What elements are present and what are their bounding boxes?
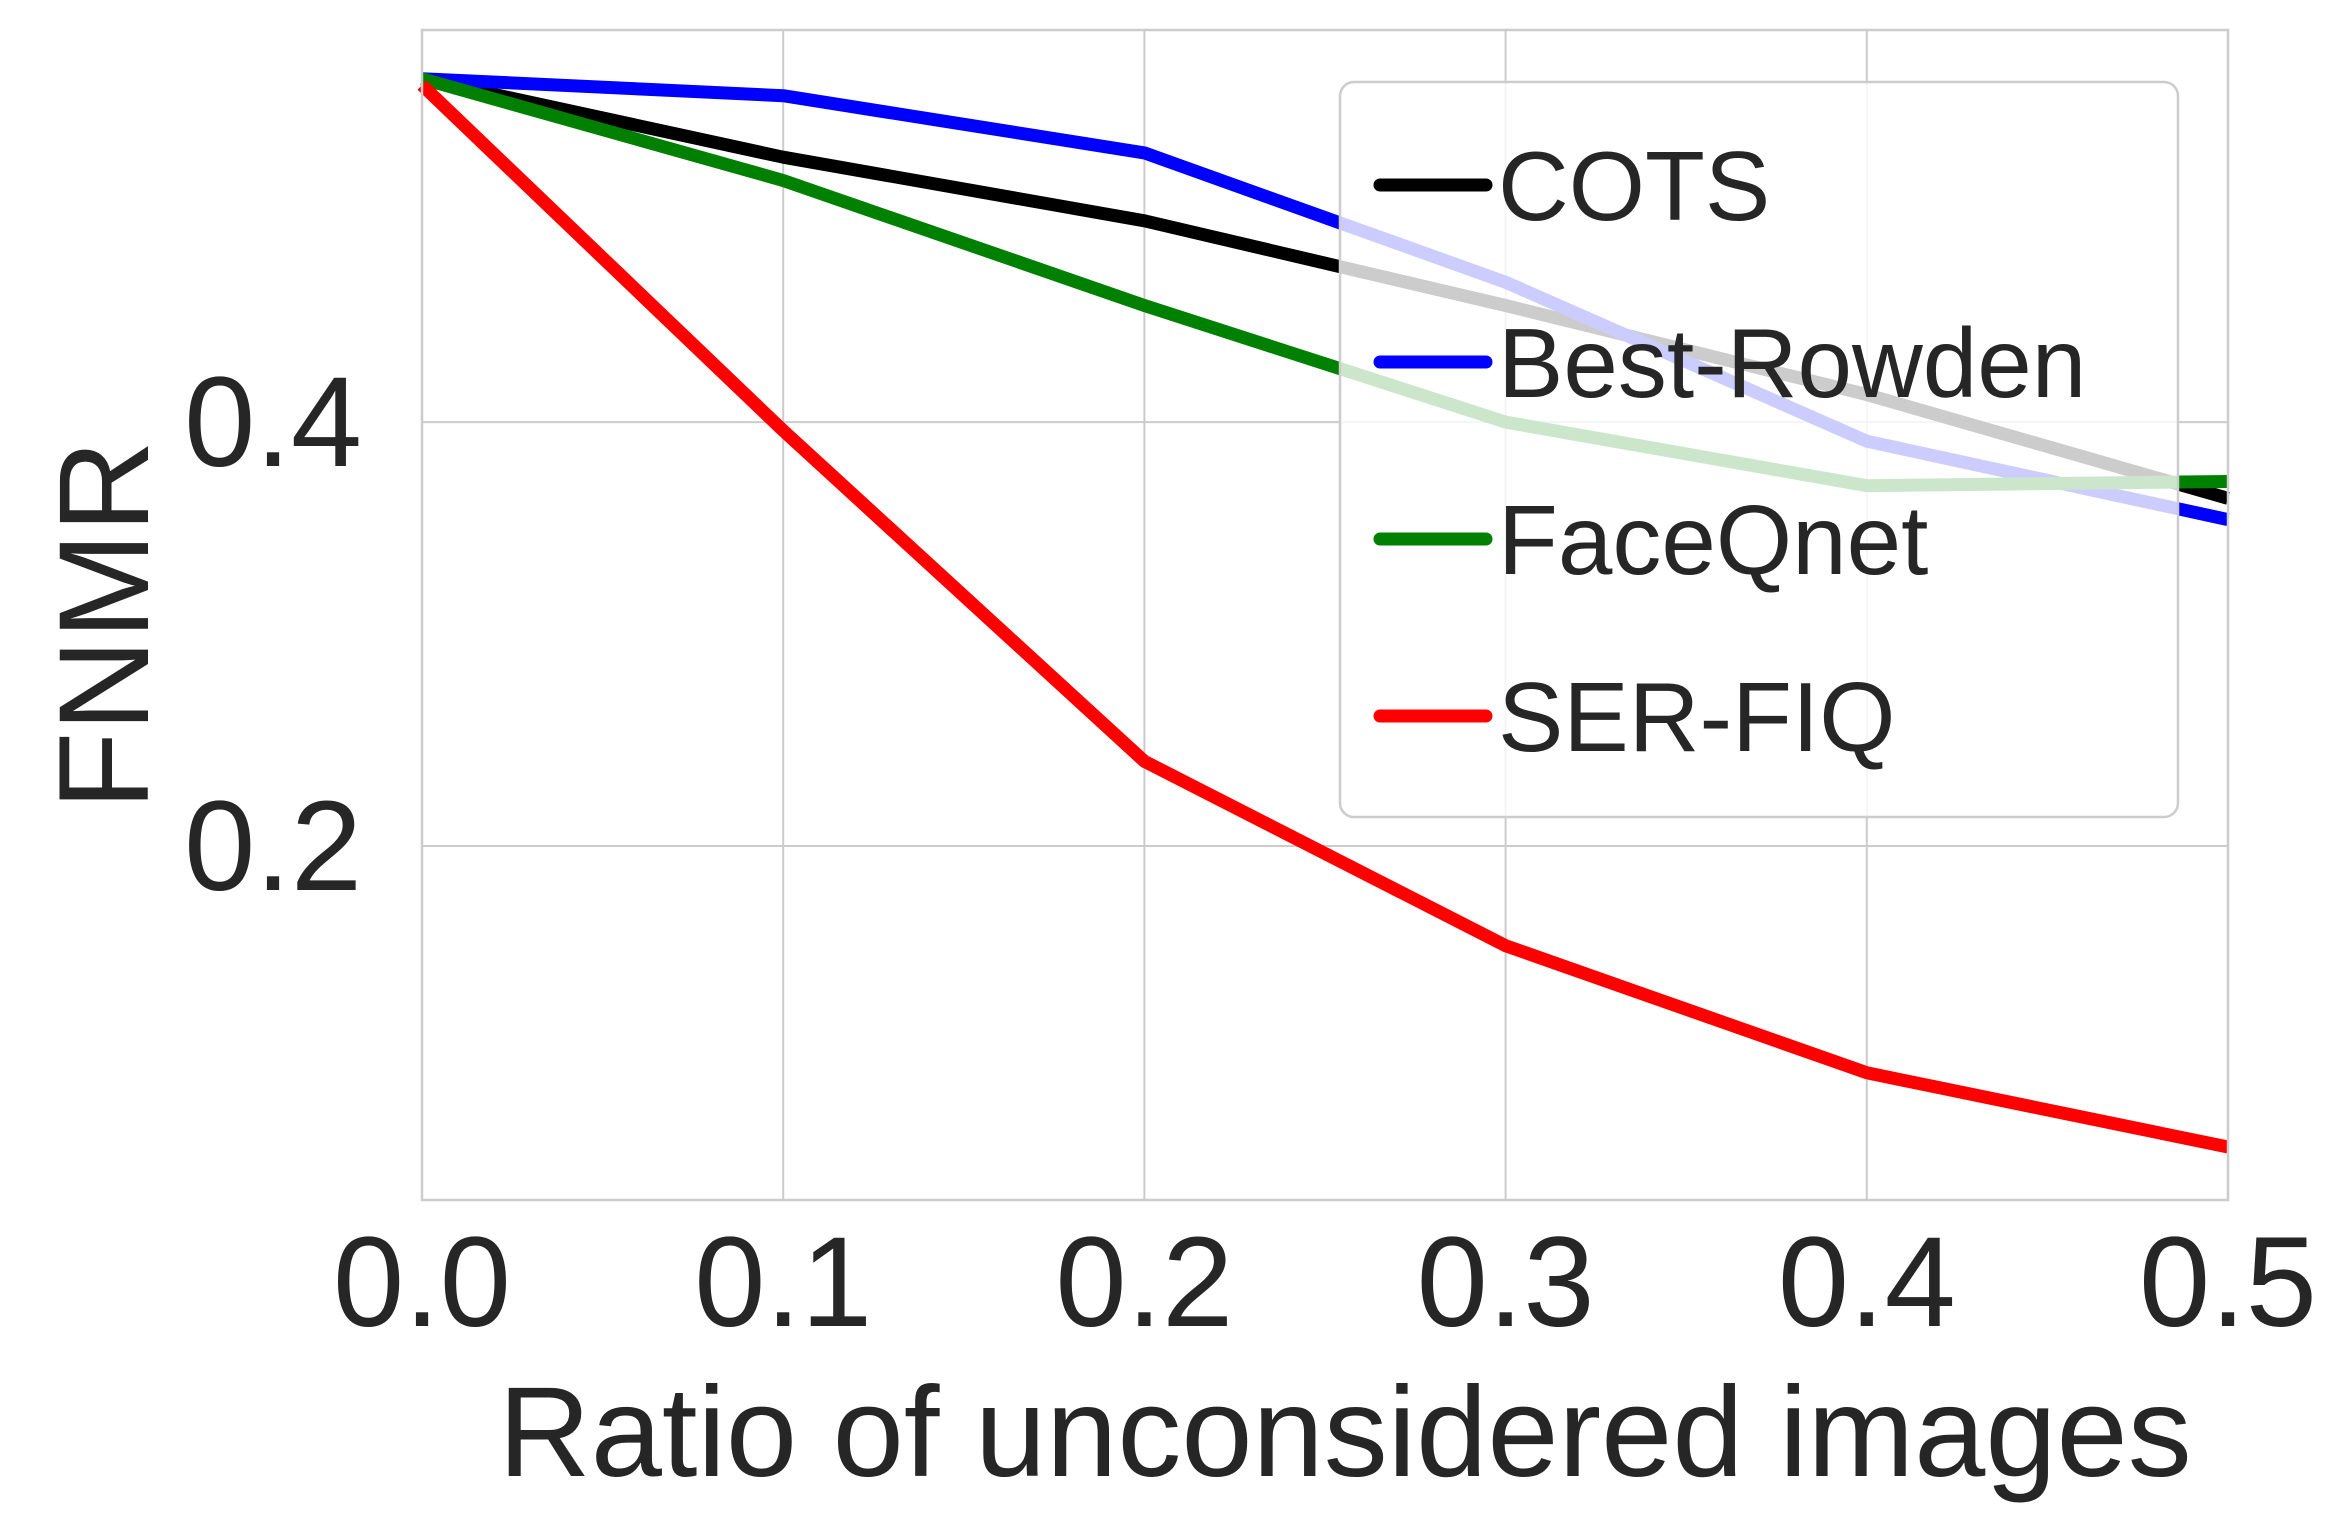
x-tick-label: 0.1 bbox=[694, 1211, 872, 1354]
x-tick-labels: 0.0 0.1 0.2 0.3 0.4 0.5 bbox=[333, 1211, 2317, 1354]
y-tick-label: 0.2 bbox=[184, 775, 362, 918]
legend-label: COTS bbox=[1498, 131, 1770, 241]
x-tick-label: 0.5 bbox=[2139, 1211, 2317, 1354]
legend-box bbox=[1338, 80, 2180, 819]
x-tick-label: 0.3 bbox=[1417, 1211, 1595, 1354]
y-tick-labels: 0.2 0.4 bbox=[184, 351, 362, 918]
y-tick-label: 0.4 bbox=[184, 351, 362, 494]
legend-label: SER-FIQ bbox=[1498, 662, 1895, 772]
legend-label: FaceQnet bbox=[1498, 485, 1928, 595]
x-tick-label: 0.2 bbox=[1055, 1211, 1233, 1354]
series-line-ser-fiq bbox=[417, 80, 2230, 1154]
x-axis-label: Ratio of unconsidered images bbox=[498, 1361, 2191, 1504]
x-tick-label: 0.0 bbox=[333, 1211, 511, 1354]
y-axis-label: FNMR bbox=[33, 440, 176, 810]
plot-frame bbox=[420, 28, 2230, 1202]
legend: COTS Best-Rowden FaceQnet SER-FIQ bbox=[1338, 80, 2180, 819]
legend-label: Best-Rowden bbox=[1498, 308, 2086, 418]
x-tick-label: 0.4 bbox=[1778, 1211, 1956, 1354]
